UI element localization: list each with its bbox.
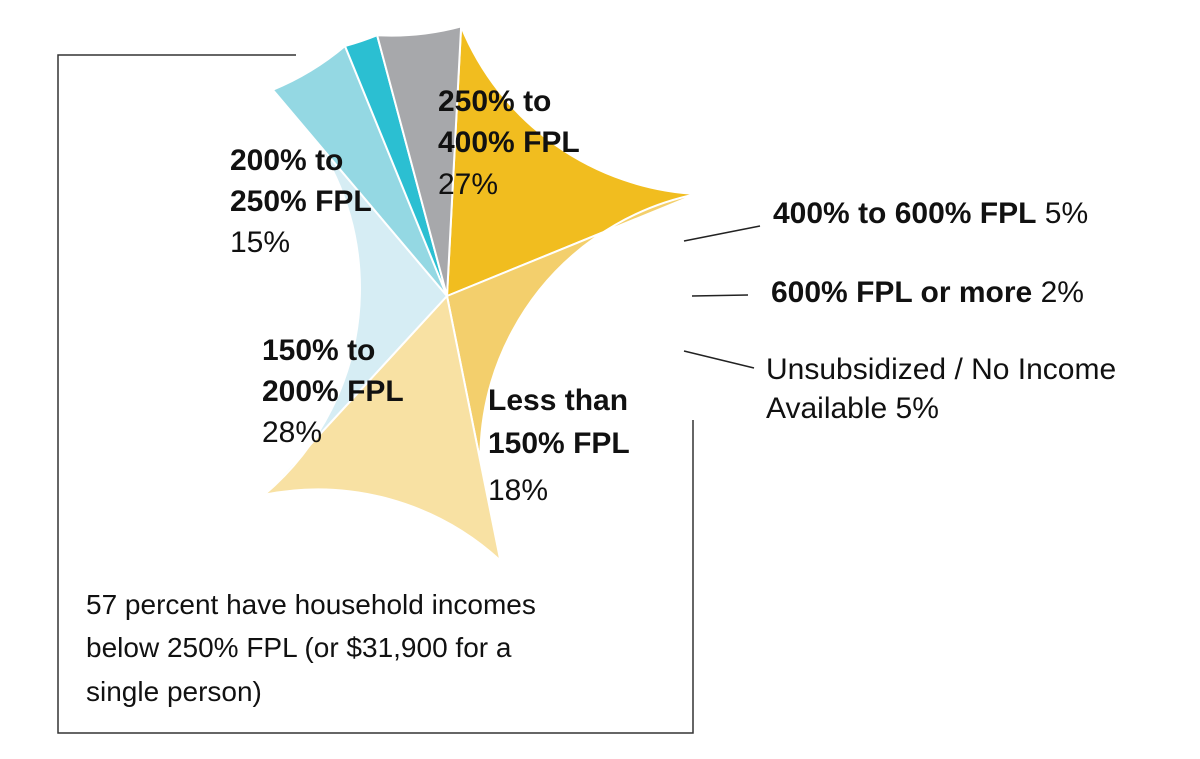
pie-slice-1 <box>445 25 698 298</box>
leader-line-unsubsidized <box>683 350 755 369</box>
group-bracket <box>57 54 694 734</box>
pie-slices <box>261 25 698 564</box>
label-400-600: 400% to 600% FPL 5% <box>773 197 1088 230</box>
annotation-line2: below 250% FPL (or $31,900 for a <box>86 632 512 663</box>
annotation-line3: single person) <box>86 676 262 707</box>
label-600-plus-name: 600% FPL or more <box>771 276 1032 309</box>
label-unsubsidized-line1: Unsubsidized / No Income <box>766 353 1116 386</box>
label-150-200-line2: 200% FPL <box>262 375 404 408</box>
label-250-400-line2: 400% FPL <box>438 126 580 159</box>
label-unsubsidized-line2: Available 5% <box>766 392 939 425</box>
label-600-plus-pct: 2% <box>1041 276 1084 309</box>
label-400-600-gap <box>1036 197 1044 230</box>
leader-line-600-plus <box>691 294 749 297</box>
pie-slice-7 <box>375 25 463 297</box>
label-400-600-pct: 5% <box>1045 197 1088 230</box>
label-150-200-line1: 150% to <box>262 334 375 367</box>
label-250-400-line1: 250% to <box>438 85 551 118</box>
label-200-250-pct: 15% <box>230 226 290 259</box>
label-150-200-pct: 28% <box>262 416 322 449</box>
label-less-150-pct: 18% <box>488 474 548 507</box>
label-600-plus-gap <box>1032 276 1040 309</box>
label-600-plus: 600% FPL or more 2% <box>771 276 1084 309</box>
label-200-250-line2: 250% FPL <box>230 185 372 218</box>
leader-line-400-600 <box>683 225 761 242</box>
label-less-150-line1: Less than <box>488 384 628 417</box>
label-250-400-pct: 27% <box>438 168 498 201</box>
label-400-600-name: 400% to 600% FPL <box>773 197 1036 230</box>
label-200-250-line1: 200% to <box>230 144 343 177</box>
pie-slice-3 <box>261 293 502 564</box>
label-less-150-line2: 150% FPL <box>488 427 630 460</box>
annotation-line1: 57 percent have household incomes <box>86 589 536 620</box>
